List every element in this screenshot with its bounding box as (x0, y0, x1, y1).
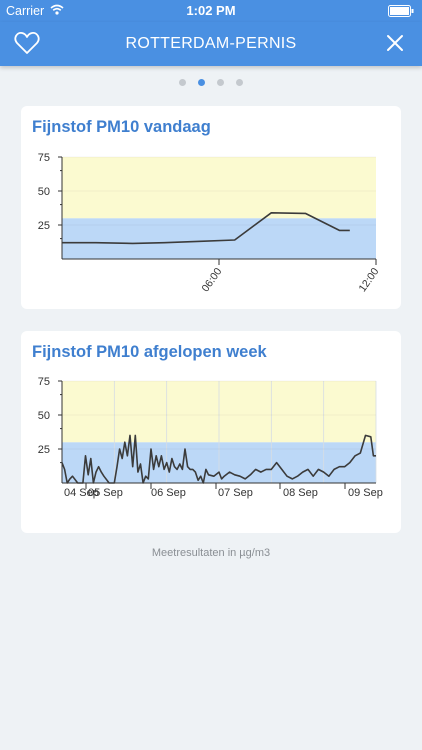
x-tick-label: 08 Sep (283, 487, 318, 499)
x-tick-label: 04 Sep (64, 487, 99, 499)
carrier-label: Carrier (6, 4, 45, 18)
page-dot[interactable] (179, 79, 186, 86)
x-tick-label: 12:00 (357, 266, 382, 295)
y-tick-label: 25 (38, 220, 50, 232)
y-tick-label: 25 (38, 444, 50, 456)
heart-icon[interactable] (14, 31, 40, 60)
y-tick-label: 75 (38, 152, 50, 164)
y-tick-label: 50 (38, 186, 50, 198)
x-tick-label: 06 Sep (151, 487, 186, 499)
x-tick-label: 06:00 (200, 266, 225, 295)
nav-bar: ROTTERDAM-PERNIS (0, 22, 422, 66)
page-dot[interactable] (217, 79, 224, 86)
x-tick-label: 09 Sep (348, 487, 383, 499)
chart-card-today: Fijnstof PM10 vandaag 75 50 25 06:00 12:00 (21, 106, 401, 309)
x-tick-label: 05 Sep (88, 487, 123, 499)
y-tick-label: 50 (38, 410, 50, 422)
clock: 1:02 PM (186, 3, 236, 18)
y-tick-label: 75 (38, 376, 50, 388)
status-bar: Carrier 1:02 PM (0, 0, 422, 22)
page-dot-active[interactable] (198, 79, 205, 86)
station-title: ROTTERDAM-PERNIS (125, 35, 297, 52)
series-line (61, 434, 376, 484)
wifi-icon (50, 3, 64, 18)
threshold-band (62, 218, 376, 259)
threshold-band (62, 157, 376, 219)
x-tick-label: 07 Sep (218, 487, 253, 499)
units-note: Meetresultaten in µg/m3 (151, 547, 271, 559)
page-indicator[interactable] (0, 79, 422, 86)
chart-title: Fijnstof PM10 vandaag (32, 118, 211, 136)
series-line (62, 212, 350, 245)
close-icon[interactable] (386, 34, 404, 57)
chart-title: Fijnstof PM10 afgelopen week (32, 343, 267, 361)
chart-today: 75 50 25 06:00 12:00 (38, 152, 382, 295)
battery-icon (388, 5, 414, 20)
page-dot[interactable] (236, 79, 243, 86)
chart-card-week: Fijnstof PM10 afgelopen week 75 50 25 04 Se… (21, 331, 401, 533)
